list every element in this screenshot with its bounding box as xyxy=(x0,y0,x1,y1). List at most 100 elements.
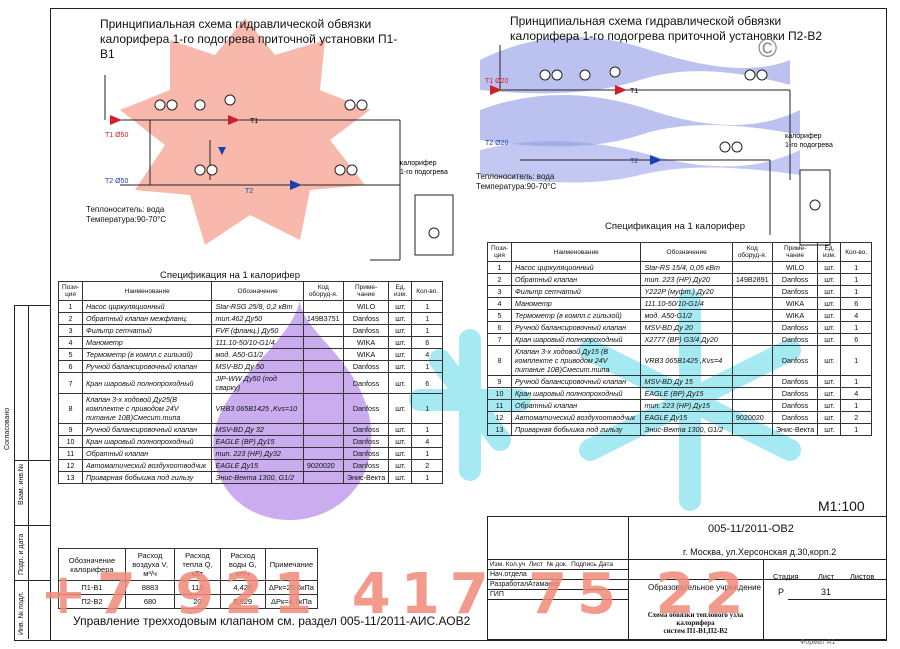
table-row: 12 Автоматический воздухоотводчик EAGLE Ду… xyxy=(487,411,872,424)
table-cell: 10 xyxy=(58,435,83,448)
table-cell: шт. xyxy=(817,273,842,286)
table-cell: Приварная бобышка под гильзу xyxy=(510,423,642,436)
p1-coolant-note: Теплоноситель: вода Температура:90-70°С xyxy=(86,205,167,224)
table-cell: Фильтр сетчатый xyxy=(510,285,642,298)
column-header: Наименование xyxy=(81,281,213,301)
table-cell: 1 xyxy=(411,360,443,373)
table-cell: 149В2891 xyxy=(731,273,773,286)
table-row: 6 Ручной балансировочный клапан MSV-BD Ду … xyxy=(487,321,872,334)
table-cell: 6 xyxy=(411,372,443,394)
table-cell: 1 xyxy=(411,393,443,424)
table-row: 2 Обратный клапан тип. 223 (НР) Ду20 149В28… xyxy=(487,273,872,286)
table-row: 4 Манометр 111.10-50/10-G1/4 WIKA шт. 6 xyxy=(487,297,872,310)
table-cell xyxy=(731,345,773,376)
table-cell: 4 xyxy=(840,309,872,322)
table-cell: шт. xyxy=(388,372,413,394)
table-cell: 12 xyxy=(487,411,512,424)
table-row: 5 Термометр (в компл.с гильзой) мод. А50-G… xyxy=(58,348,443,361)
table-cell: 11 xyxy=(58,447,83,460)
table-cell: 6 xyxy=(840,297,872,310)
scale-label: М1:100 xyxy=(818,498,865,514)
table-cell: Star-RS 15/4, 0,05 кВт xyxy=(640,261,733,274)
table-row: 6 Ручной балансировочный клапан MSV-BD Ду … xyxy=(58,360,443,373)
table-cell: 1 xyxy=(58,300,83,313)
table-cell: 4 xyxy=(411,348,443,361)
p2-t2-short: Т2 xyxy=(630,158,638,165)
p1-t1-label: Т1 Ø50 xyxy=(105,132,128,139)
table-cell: тип.462 Ду50 xyxy=(211,312,304,325)
table-row: 8 Клапан 3-х ходовой Ду25(В комплекте с п… xyxy=(58,393,443,424)
table-cell: 5 xyxy=(487,309,512,322)
copyright-mark: © xyxy=(758,33,778,63)
table-cell: EAGLE (ВР) Ду15 xyxy=(640,387,733,400)
table-cell: ΔPк=4,7кПа xyxy=(264,594,319,609)
table-cell: 1 xyxy=(840,423,872,436)
table-cell: Энис-Векта 1300, G1/2 xyxy=(211,471,304,484)
table-row: 10 Кран шаровый полнопроходный EAGLE (ВР) … xyxy=(58,435,443,448)
sheet-value: 31 xyxy=(821,587,832,597)
table-cell: 8 xyxy=(487,345,512,376)
p2-heater-label: калорифер xyxy=(785,133,822,140)
table-cell: EAGLE (ВР) Ду15 xyxy=(211,435,304,448)
table-cell: Danfoss xyxy=(771,387,819,400)
scheme-p1-diagram: Т1 Ø50 Т2 Ø50 Т1 Т2 калорифер 1-го подог… xyxy=(104,75,454,261)
address: г. Москва, ул.Херсонская д.30,корп.2 xyxy=(683,547,837,557)
table-cell: X2777 (ВР) G3/4 Ду20 xyxy=(640,333,733,346)
table-cell: Обратный клапан xyxy=(81,447,213,460)
table-cell: шт. xyxy=(817,387,842,400)
table-cell: 6 xyxy=(411,336,443,349)
table-cell: тип. 223 (НР) Ду32 xyxy=(211,447,304,460)
table-cell xyxy=(731,309,773,322)
table-row: 12 Автоматический воздухоотводчик EAGLE Ду… xyxy=(58,459,443,472)
table-cell: шт. xyxy=(388,312,413,325)
table-cell: Danfoss xyxy=(342,447,390,460)
table-cell: Автоматический воздухоотводчик xyxy=(510,411,642,424)
table-cell: Danfoss xyxy=(342,324,390,337)
footer-note: Управление трехходовым клапаном см. разд… xyxy=(73,614,471,628)
table-cell: 8 xyxy=(58,393,83,424)
table-cell: 680 xyxy=(124,594,176,609)
table-cell: 4 xyxy=(840,387,872,400)
table-cell: шт. xyxy=(388,348,413,361)
table-cell: шт. xyxy=(388,423,413,436)
watermark-red-star xyxy=(120,18,370,245)
table-cell: Ручной балансировочный клапан xyxy=(81,360,213,373)
table-cell xyxy=(731,297,773,310)
table-cell: 10 xyxy=(487,387,512,400)
table-cell: Автоматический воздухоотводчик xyxy=(81,459,213,472)
table-cell: 1 xyxy=(840,375,872,388)
table-cell: 13 xyxy=(58,471,83,484)
stamp-col-headers: Изм. Кол.уч Лист № док. Подпись Дата xyxy=(490,561,614,568)
table-cell xyxy=(731,321,773,334)
side-divider xyxy=(14,525,50,526)
scheme-p1-title: Принципиальная схема гидравлической обвя… xyxy=(100,17,398,61)
table-cell: MSV-BD Ду 32 xyxy=(211,423,304,436)
table-row: 11 Обратный клапан тип. 223 (НР) Ду32 Danfo… xyxy=(58,447,443,460)
spec-right-header-row: Пози-ция Наименование Обозначение Код обору… xyxy=(487,242,872,262)
table-cell: мод. А50-G1/2 xyxy=(211,348,304,361)
side-divider xyxy=(14,460,50,461)
table-cell: Ручной балансировочный клапан xyxy=(510,375,642,388)
table-row: 9 Ручной балансировочный клапан MSV-BD Ду … xyxy=(58,423,443,436)
column-header: Приме-чание xyxy=(342,281,390,301)
p2-t2-label: Т2 Ø20 xyxy=(485,140,508,147)
table-cell: Danfoss xyxy=(342,393,390,424)
p1-t2-label: Т2 Ø50 xyxy=(105,178,128,185)
table-cell: Энис-Векта xyxy=(771,423,819,436)
table-cell: Ручной балансировочный клапан xyxy=(81,423,213,436)
table-cell: FVF (фланц.) Ду50 xyxy=(211,324,304,337)
table-cell: шт. xyxy=(817,333,842,346)
table-cell: 12 xyxy=(58,459,83,472)
table-cell: Danfoss xyxy=(771,345,819,376)
role-developer: Разработал xyxy=(490,581,529,588)
p2-t1-label: Т1 Ø20 xyxy=(485,78,508,85)
table-cell xyxy=(302,360,344,373)
table-cell xyxy=(731,375,773,388)
column-header: Расход тепла Q, кВт xyxy=(174,548,221,581)
table-cell: Клапан 3-х ходовой Ду25(В комплекте с пр… xyxy=(81,393,213,424)
table-row: 3 Фильтр сетчатый FVF (фланц.) Ду50 Danfoss… xyxy=(58,324,443,337)
table-cell xyxy=(731,399,773,412)
table-row: 10 Кран шаровый полнопроходный EAGLE (ВР) … xyxy=(487,387,872,400)
scheme-p2-diagram: Т1 Ø20 Т2 Ø20 Т1 Т2 калорифер 1-го подог… xyxy=(485,45,833,246)
table-cell: шт. xyxy=(388,300,413,313)
